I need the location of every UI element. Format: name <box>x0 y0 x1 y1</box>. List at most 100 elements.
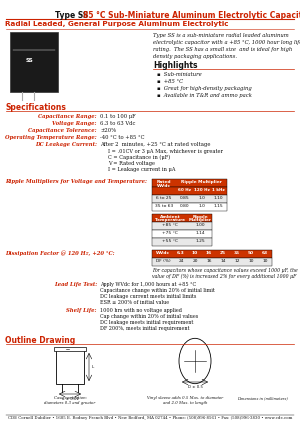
Text: Outline Drawing: Outline Drawing <box>5 336 75 345</box>
Text: I = Leakage current in μA: I = Leakage current in μA <box>108 167 176 172</box>
Text: Voltage Range:: Voltage Range: <box>52 121 97 126</box>
Text: 1.0: 1.0 <box>198 204 205 208</box>
Text: Ripple: Ripple <box>192 215 208 219</box>
Bar <box>152 179 227 187</box>
Text: D ± 0.5: D ± 0.5 <box>188 385 202 389</box>
Text: 6 to 25: 6 to 25 <box>156 196 172 200</box>
Text: Type SS is a sub-miniature radial leaded aluminum: Type SS is a sub-miniature radial leaded… <box>153 33 289 38</box>
Text: Ripple Multipliers for Voltage and Temperature:: Ripple Multipliers for Voltage and Tempe… <box>5 179 147 184</box>
Text: 14: 14 <box>220 259 226 263</box>
Text: density packaging applications.: density packaging applications. <box>153 54 237 59</box>
Text: 10: 10 <box>192 251 198 255</box>
Text: 60 Hz: 60 Hz <box>178 188 191 192</box>
Text: Apply WVdc for 1,000 hours at +85 °C: Apply WVdc for 1,000 hours at +85 °C <box>100 282 196 287</box>
Text: 6.3 to 63 Vdc: 6.3 to 63 Vdc <box>100 121 135 126</box>
Text: Cap change within 20% of initial values: Cap change within 20% of initial values <box>100 314 198 319</box>
Text: Specifications: Specifications <box>5 103 66 112</box>
Text: Capacitance change within 20% of initial limit: Capacitance change within 20% of initial… <box>100 288 215 293</box>
Bar <box>56 350 84 384</box>
Text: After 2  minutes, +25 °C at rated voltage: After 2 minutes, +25 °C at rated voltage <box>100 142 211 147</box>
Text: 16: 16 <box>206 259 212 263</box>
Text: ▪  +85 °C: ▪ +85 °C <box>157 79 183 84</box>
Text: 0.85: 0.85 <box>180 196 189 200</box>
Text: Ripple Multiplier: Ripple Multiplier <box>181 180 222 184</box>
Bar <box>152 258 272 266</box>
Text: Operating Temperature Range:: Operating Temperature Range: <box>5 135 97 140</box>
Text: Rated: Rated <box>157 180 171 184</box>
Bar <box>54 347 86 351</box>
Text: 0.1 to 100 μF: 0.1 to 100 μF <box>100 114 136 119</box>
Text: d ± 0.02: d ± 0.02 <box>61 397 79 401</box>
Text: +85 °C: +85 °C <box>162 223 178 227</box>
Text: Dimensions in (millimeters): Dimensions in (millimeters) <box>237 396 288 400</box>
Text: L: L <box>92 365 94 369</box>
Text: DC leakage current meets initial limits: DC leakage current meets initial limits <box>100 294 196 299</box>
Text: 1.15: 1.15 <box>214 204 224 208</box>
Text: Highlights: Highlights <box>153 61 197 70</box>
Text: SS: SS <box>26 57 34 62</box>
Text: WVdc: WVdc <box>156 251 170 255</box>
Bar <box>152 238 212 246</box>
Text: value of DF (%) is increased 2% for every additional 1000 μF: value of DF (%) is increased 2% for ever… <box>152 274 296 279</box>
Text: rating.  The SS has a small size  and is ideal for high: rating. The SS has a small size and is i… <box>153 47 292 52</box>
Text: 25: 25 <box>220 251 226 255</box>
Text: Type SS: Type SS <box>55 11 88 20</box>
Text: CDE Cornell Dubilier • 1605 E. Rodney French Blvd • New Bedford, MA 02744 • Phon: CDE Cornell Dubilier • 1605 E. Rodney Fr… <box>8 416 292 420</box>
Text: Temperature: Temperature <box>155 218 185 222</box>
Text: ▪  Great for high-density packaging: ▪ Great for high-density packaging <box>157 86 252 91</box>
Text: 120 Hz: 120 Hz <box>194 188 209 192</box>
Text: 16: 16 <box>206 251 212 255</box>
Text: Capacitance Tolerance:: Capacitance Tolerance: <box>28 128 97 133</box>
Bar <box>152 203 227 211</box>
Bar <box>152 230 212 238</box>
Text: 1000 hrs with no voltage applied: 1000 hrs with no voltage applied <box>100 308 182 313</box>
Text: electrolytic capacitor with a +85 °C, 1000 hour long life: electrolytic capacitor with a +85 °C, 10… <box>153 40 300 45</box>
Text: 12: 12 <box>234 259 240 263</box>
Text: ±20%: ±20% <box>100 128 116 133</box>
Bar <box>152 214 212 222</box>
Text: Ambient: Ambient <box>160 215 180 219</box>
Text: +55 °C: +55 °C <box>162 239 178 243</box>
Text: 10: 10 <box>262 259 268 263</box>
Text: Radial Leaded, General Purpose Aluminum Electrolytic: Radial Leaded, General Purpose Aluminum … <box>5 21 229 27</box>
Text: 1.00: 1.00 <box>195 223 205 227</box>
Text: 85 °C Sub-Miniature Aluminum Electrolytic Capacitors: 85 °C Sub-Miniature Aluminum Electrolyti… <box>83 11 300 20</box>
Text: 1.0: 1.0 <box>198 196 205 200</box>
Bar <box>152 187 227 195</box>
Text: 63: 63 <box>262 251 268 255</box>
Text: Shelf Life:: Shelf Life: <box>67 308 97 313</box>
Text: -40 °C to +85 °C: -40 °C to +85 °C <box>100 135 145 140</box>
Text: Multiplier: Multiplier <box>188 218 212 222</box>
Text: DF (%): DF (%) <box>156 259 170 263</box>
Bar <box>10 32 58 92</box>
Text: C = Capacitance in (μF): C = Capacitance in (μF) <box>108 155 170 160</box>
Text: ▪  Available in T&R and ammo pack: ▪ Available in T&R and ammo pack <box>157 93 252 98</box>
Text: I = .01CV or 3 μA Max, whichever is greater: I = .01CV or 3 μA Max, whichever is grea… <box>108 149 223 154</box>
Text: V = Rated voltage: V = Rated voltage <box>108 161 155 166</box>
Text: 1 kHz: 1 kHz <box>212 188 225 192</box>
Text: 35 to 63: 35 to 63 <box>155 204 173 208</box>
Bar <box>152 250 272 258</box>
Text: 20: 20 <box>192 259 198 263</box>
Text: 0.80: 0.80 <box>180 204 189 208</box>
Bar <box>152 195 227 203</box>
Text: 1.10: 1.10 <box>214 196 223 200</box>
Text: Lead Life Test:: Lead Life Test: <box>54 282 97 287</box>
Text: Vinyl sleeve adds 0.5 Max. to diameter
and 2.0 Max. to length: Vinyl sleeve adds 0.5 Max. to diameter a… <box>147 396 223 405</box>
Text: For capacitors whose capacitance values exceed 1000 μF, the: For capacitors whose capacitance values … <box>152 268 298 273</box>
Text: DC Leakage Current:: DC Leakage Current: <box>35 142 97 147</box>
Text: 50: 50 <box>248 251 254 255</box>
Text: 35: 35 <box>234 251 240 255</box>
Text: 1.14: 1.14 <box>195 231 205 235</box>
Text: 24: 24 <box>178 259 184 263</box>
Text: 1.25: 1.25 <box>195 239 205 243</box>
Text: 10: 10 <box>248 259 254 263</box>
Text: ▪  Sub-miniature: ▪ Sub-miniature <box>157 72 202 77</box>
Bar <box>152 222 212 230</box>
Text: Dissipation Factor @ 120 Hz, +20 °C:: Dissipation Factor @ 120 Hz, +20 °C: <box>5 250 115 256</box>
Text: WVdc: WVdc <box>157 184 171 188</box>
Text: Case ventilation:
diameters 0.3 and greater: Case ventilation: diameters 0.3 and grea… <box>44 396 96 405</box>
Text: Capacitance Range:: Capacitance Range: <box>38 114 97 119</box>
Text: +75 °C: +75 °C <box>162 231 178 235</box>
Text: ESR ≤ 200% of initial value: ESR ≤ 200% of initial value <box>100 300 169 305</box>
